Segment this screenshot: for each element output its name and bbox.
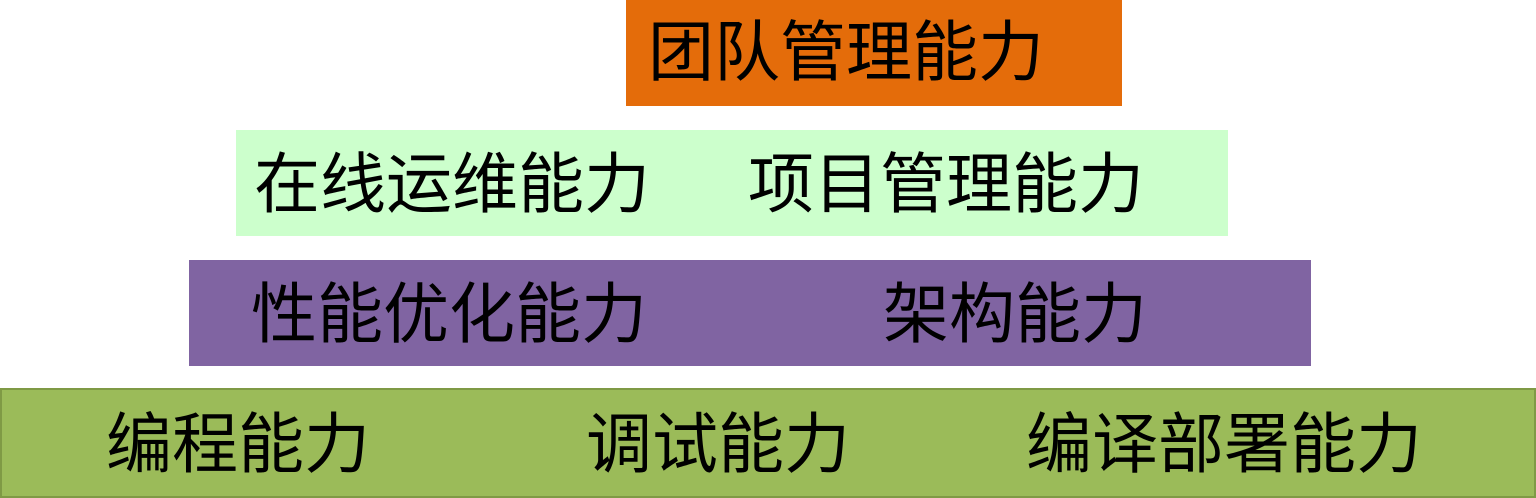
- skill-debugging: 调试能力: [586, 406, 850, 483]
- skill-programming: 编程能力: [106, 406, 370, 483]
- skill-online-operations: 在线运维能力: [254, 146, 650, 223]
- pyramid-tier-4: 编程能力 调试能力 编译部署能力: [0, 388, 1536, 498]
- pyramid-tier-3: 性能优化能力 架构能力: [189, 260, 1311, 366]
- skill-team-management: 团队管理能力: [648, 14, 1044, 91]
- skill-build-deploy: 编译部署能力: [1026, 406, 1422, 483]
- pyramid-tier-1: 团队管理能力: [626, 0, 1122, 106]
- skill-performance-optimization: 性能优化能力: [251, 276, 647, 353]
- skill-architecture: 架构能力: [883, 276, 1147, 353]
- skill-project-management: 项目管理能力: [748, 146, 1144, 223]
- pyramid-tier-2: 在线运维能力 项目管理能力: [236, 130, 1228, 236]
